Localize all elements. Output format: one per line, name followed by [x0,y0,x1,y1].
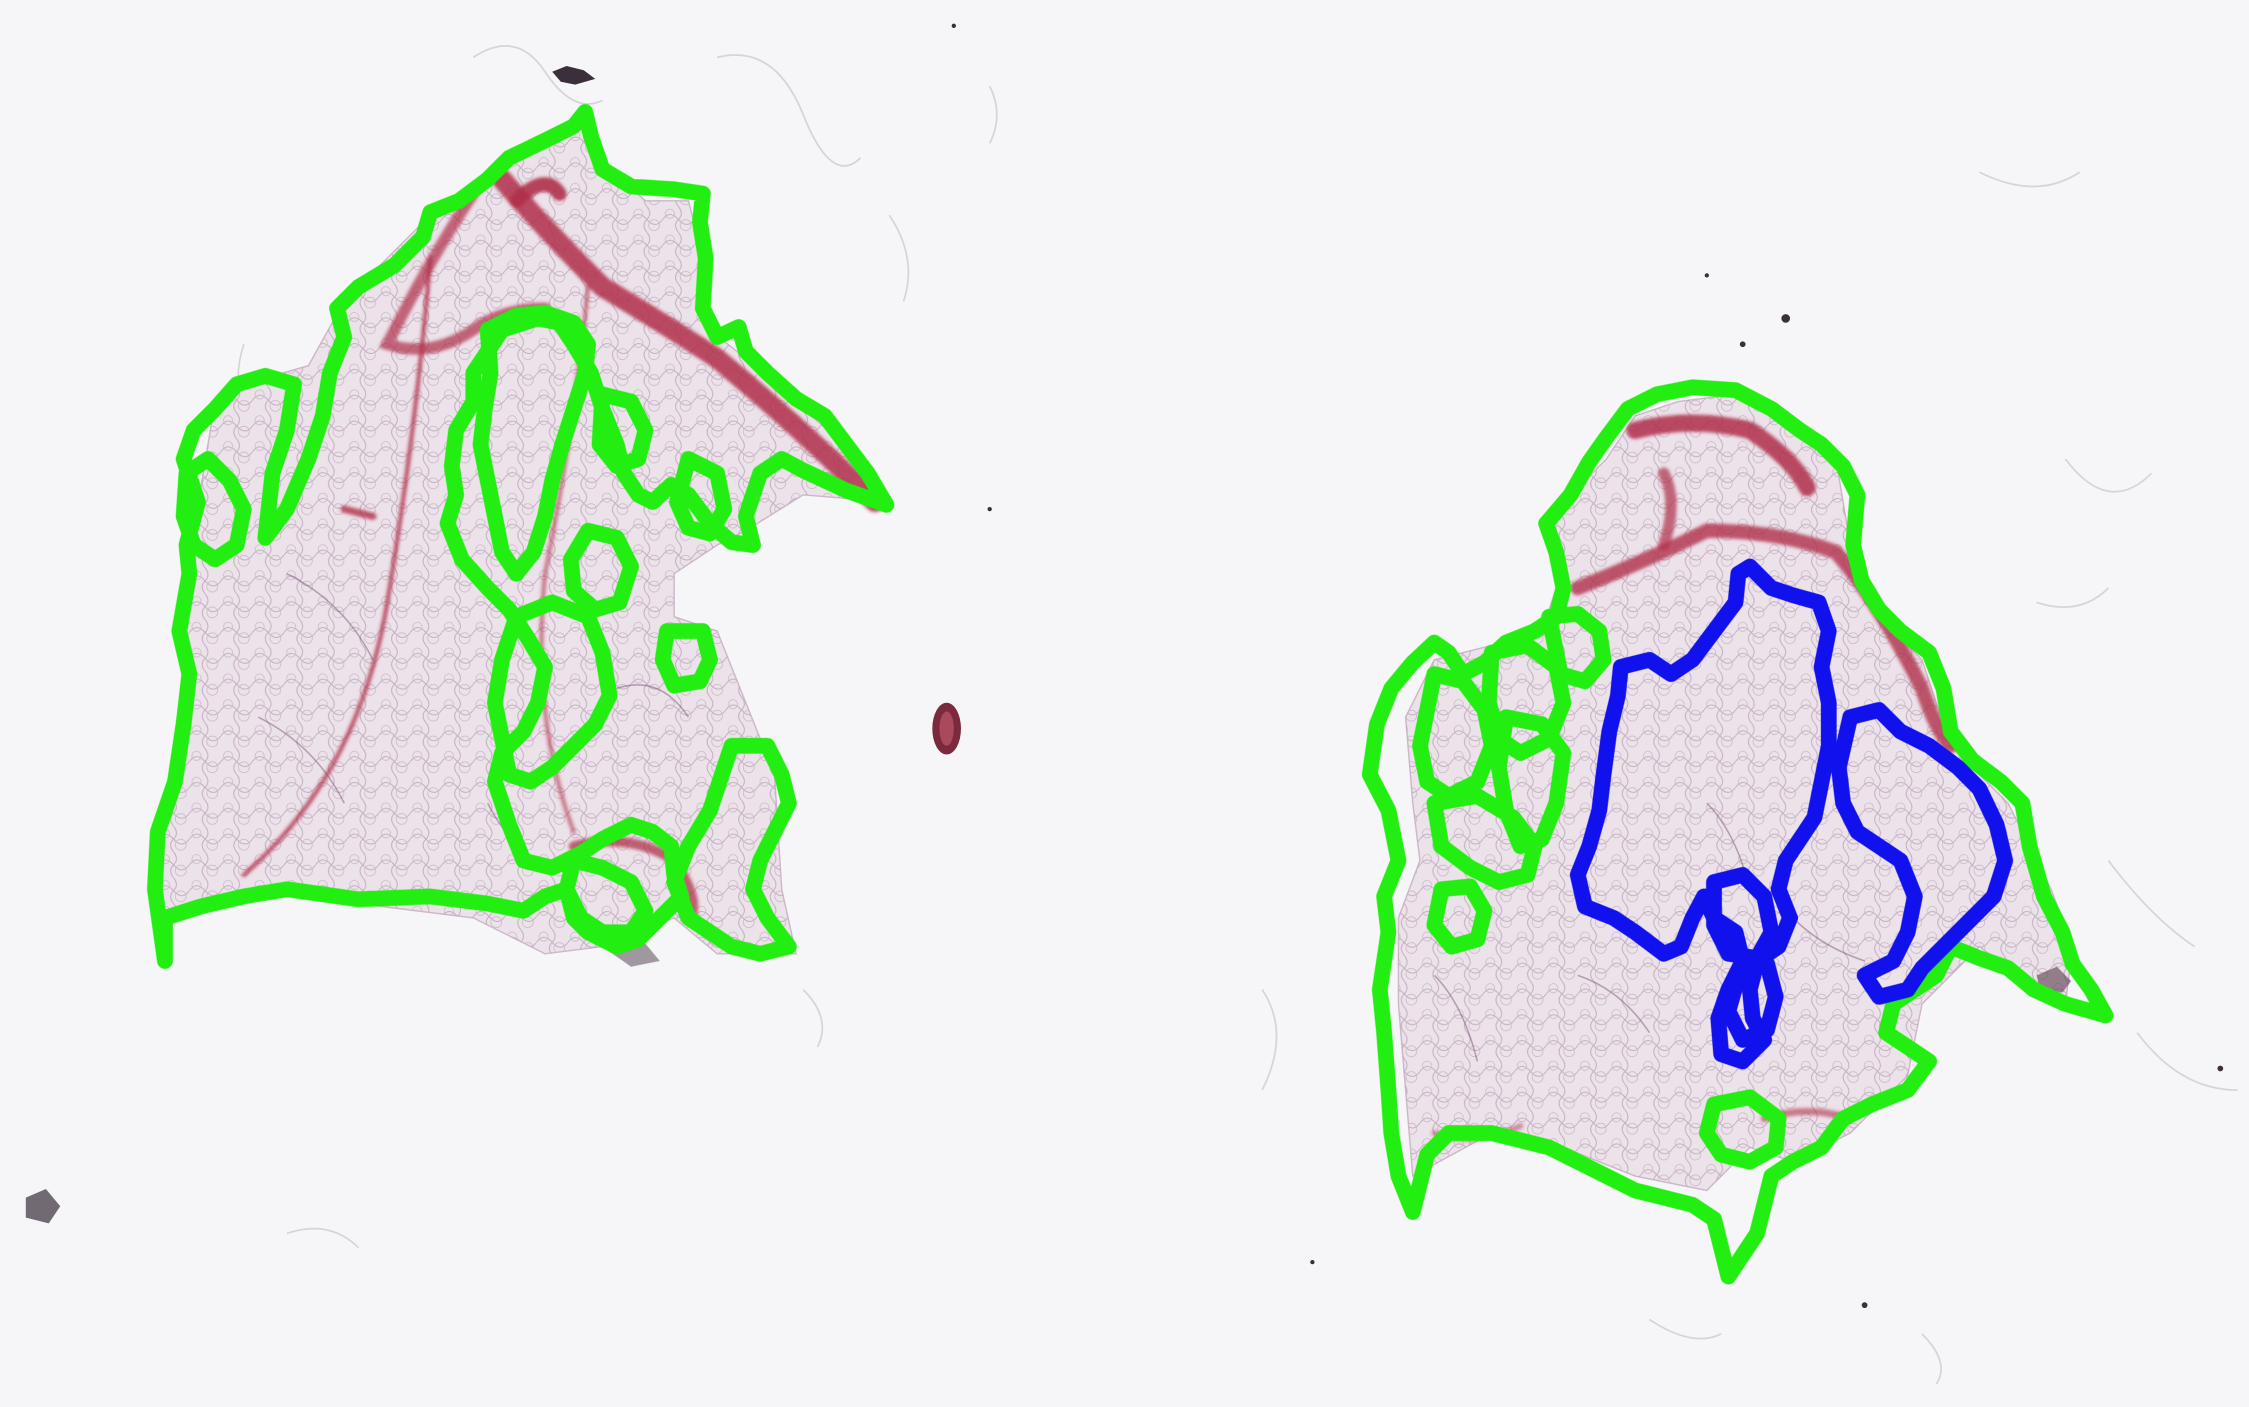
blue-annotation-right [1569,558,2014,1070]
red-tissue-fragment [932,702,961,755]
debris-specks [25,23,2224,1309]
green-annotation-right [1361,379,2114,1285]
green-annotation-left [147,103,895,969]
